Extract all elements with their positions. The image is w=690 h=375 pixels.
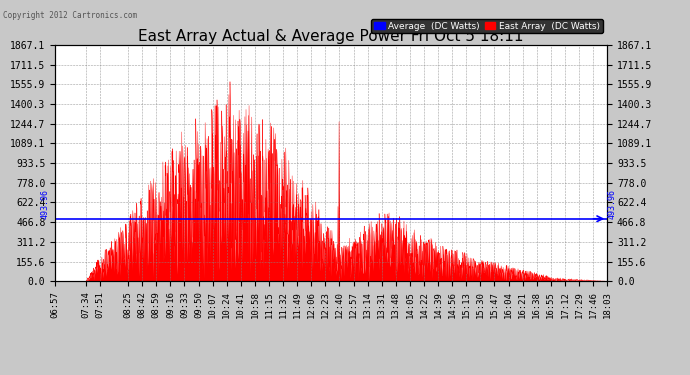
- Legend: Average  (DC Watts), East Array  (DC Watts): Average (DC Watts), East Array (DC Watts…: [371, 19, 602, 33]
- Text: 493.96: 493.96: [607, 189, 616, 219]
- Text: Copyright 2012 Cartronics.com: Copyright 2012 Cartronics.com: [3, 11, 137, 20]
- Title: East Array Actual & Average Power Fri Oct 5 18:11: East Array Actual & Average Power Fri Oc…: [139, 29, 524, 44]
- Text: 493.96: 493.96: [41, 189, 50, 219]
